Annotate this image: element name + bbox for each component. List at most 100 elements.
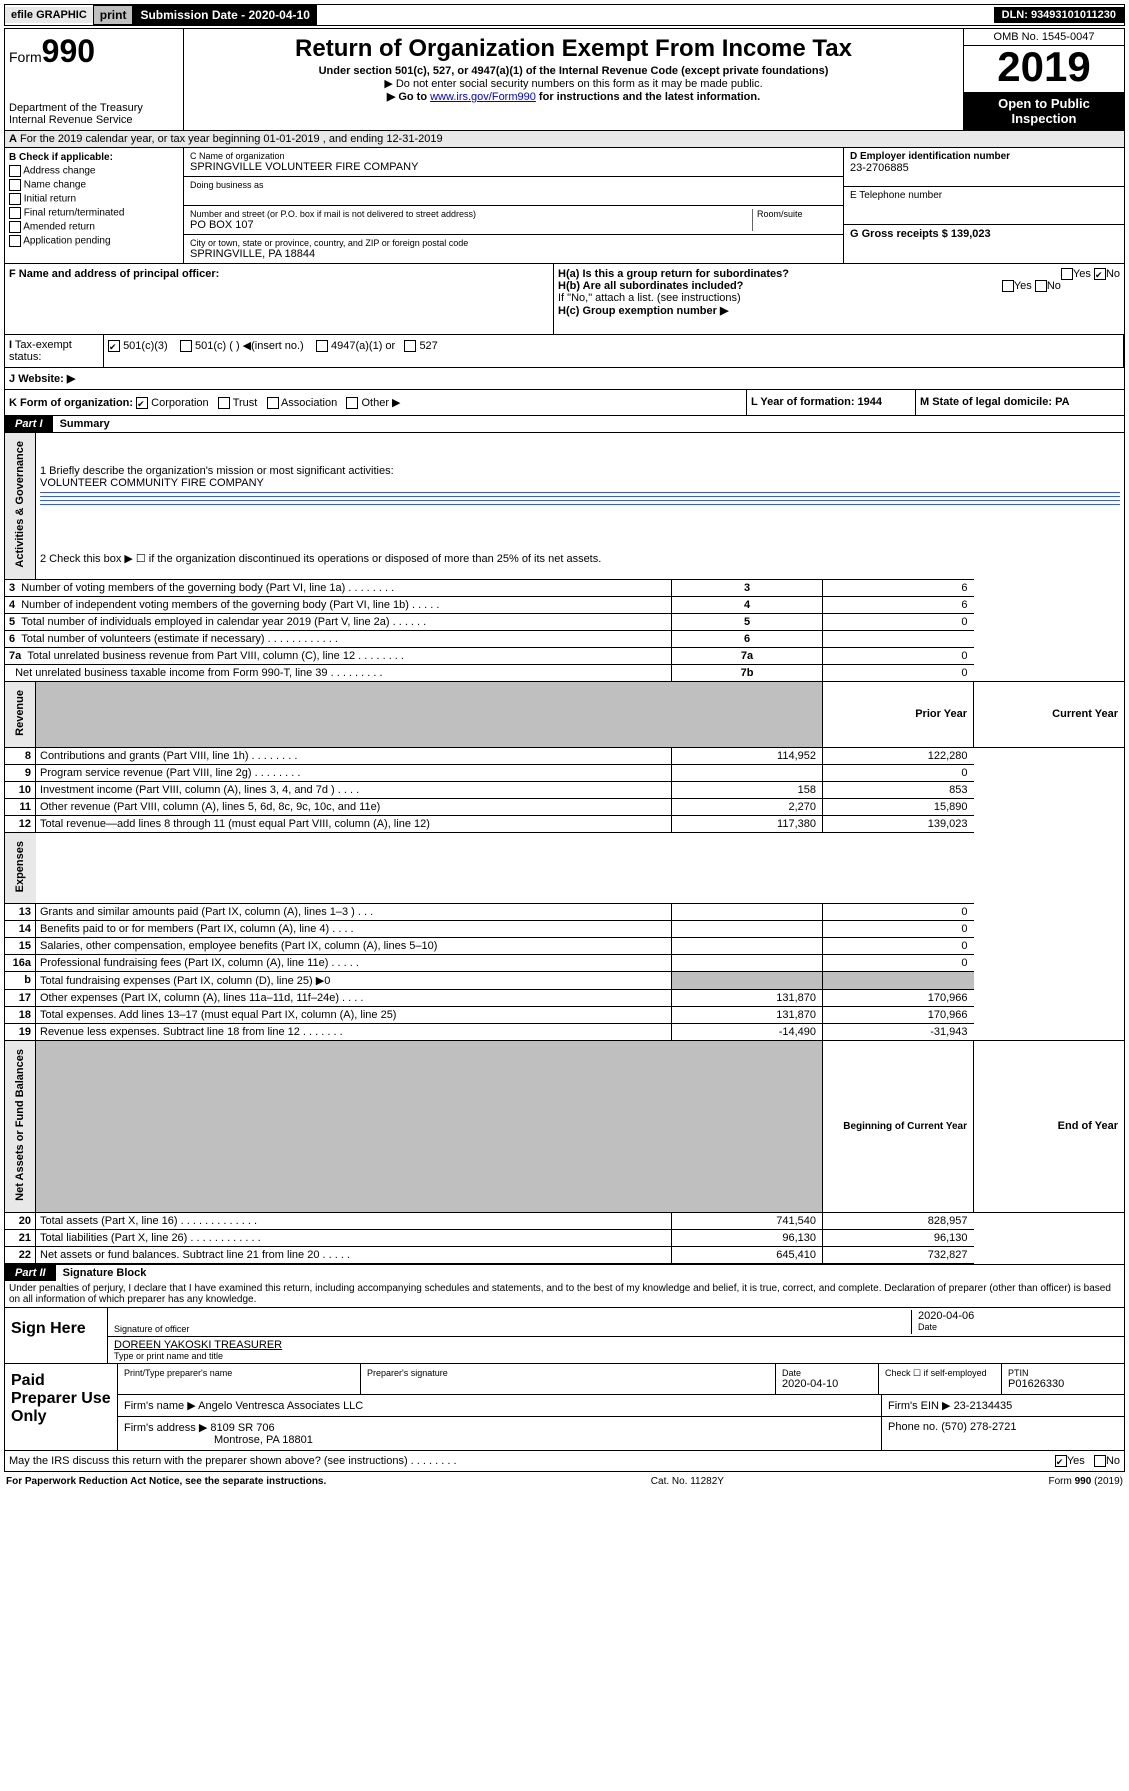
page-footer: For Paperwork Reduction Act Notice, see … <box>4 1472 1125 1491</box>
summary-table: Activities & Governance 1 Briefly descri… <box>5 432 1124 1264</box>
checkbox-application-pending[interactable]: Application pending <box>9 235 179 247</box>
pp-date: 2020-04-10 <box>782 1378 872 1390</box>
officer-name-label: Type or print name and title <box>114 1351 1118 1361</box>
part-1: Part I Summary Activities & Governance 1… <box>4 416 1125 1265</box>
h-c: H(c) Group exemption number ▶ <box>558 304 1120 317</box>
row-15: 15 Salaries, other compensation, employe… <box>5 937 1124 954</box>
cat-no: Cat. No. 11282Y <box>651 1476 724 1487</box>
open-inspection: Open to Public Inspection <box>964 92 1124 130</box>
ptin-label: PTIN <box>1008 1368 1118 1378</box>
print-button[interactable]: print <box>93 5 134 25</box>
ein: 23-2706885 <box>850 162 1118 174</box>
row-4: 4 Number of independent voting members o… <box>5 596 1124 613</box>
row-12: 12 Total revenue—add lines 8 through 11 … <box>5 815 1124 832</box>
form-title: Return of Organization Exempt From Incom… <box>188 35 959 63</box>
h-b: H(b) Are all subordinates included? Yes … <box>558 280 1120 292</box>
firm-phone-label: Phone no. <box>888 1421 938 1433</box>
subtitle-3: ▶ Go to www.irs.gov/Form990 for instruct… <box>188 90 959 103</box>
part2-title: Signature Block <box>59 1265 151 1281</box>
sig-officer-label: Signature of officer <box>114 1324 911 1334</box>
firm-ein: 23-2134435 <box>954 1400 1013 1412</box>
part1-title: Summary <box>56 416 114 432</box>
firm-addr1: 8109 SR 706 <box>210 1422 274 1434</box>
entity-block: B Check if applicable: Address change Na… <box>4 148 1125 264</box>
form-number: Form990 <box>9 33 179 70</box>
firm-name-label: Firm's name ▶ <box>124 1400 196 1412</box>
city-state-zip: SPRINGVILLE, PA 18844 <box>190 248 837 260</box>
form990-link[interactable]: www.irs.gov/Form990 <box>430 91 536 103</box>
checkbox-amended-return[interactable]: Amended return <box>9 221 179 233</box>
firm-addr-label: Firm's address ▶ <box>124 1422 207 1434</box>
checkbox-name-change[interactable]: Name change <box>9 179 179 191</box>
dept-treasury: Department of the Treasury Internal Reve… <box>9 102 179 126</box>
pra-notice: For Paperwork Reduction Act Notice, see … <box>6 1476 326 1487</box>
box-b: B Check if applicable: Address change Na… <box>5 148 184 263</box>
part-2: Part II Signature Block Under penalties … <box>4 1265 1125 1308</box>
tax-year: 2019 <box>964 46 1124 92</box>
dln: DLN: 93493101011230 <box>994 7 1124 23</box>
row-14: 14 Benefits paid to or for members (Part… <box>5 920 1124 937</box>
box-c: C Name of organization SPRINGVILLE VOLUN… <box>184 148 843 263</box>
hdr-current: Current Year <box>1052 708 1118 720</box>
row-6: 6 Total number of volunteers (estimate i… <box>5 630 1124 647</box>
row-20: 20 Total assets (Part X, line 16) . . . … <box>5 1212 1124 1229</box>
submission-date: Submission Date - 2020-04-10 <box>133 5 316 25</box>
row-f-h: F Name and address of principal officer:… <box>4 264 1125 335</box>
street-address: PO BOX 107 <box>190 219 752 231</box>
city-label: City or town, state or province, country… <box>190 238 837 248</box>
row-b: b Total fundraising expenses (Part IX, c… <box>5 971 1124 989</box>
row-22: 22 Net assets or fund balances. Subtract… <box>5 1246 1124 1263</box>
box-de: D Employer identification number 23-2706… <box>843 148 1124 263</box>
row-5: 5 Total number of individuals employed i… <box>5 613 1124 630</box>
status-website: I Tax-exempt status: 501(c)(3) 501(c) ( … <box>4 335 1125 368</box>
phone-label: E Telephone number <box>850 190 1118 201</box>
firm-name: Angelo Ventresca Associates LLC <box>198 1400 363 1412</box>
h-b2: If "No," attach a list. (see instruction… <box>558 292 1120 304</box>
form-footer: Form 990 (2019) <box>1049 1476 1123 1487</box>
org-name: SPRINGVILLE VOLUNTEER FIRE COMPANY <box>190 161 837 173</box>
firm-addr2: Montrose, PA 18801 <box>124 1434 875 1446</box>
tax-period: A For the 2019 calendar year, or tax yea… <box>4 131 1125 148</box>
row-8: 8 Contributions and grants (Part VIII, l… <box>5 747 1124 764</box>
state-domicile: M State of legal domicile: PA <box>920 396 1070 408</box>
row-13: 13 Grants and similar amounts paid (Part… <box>5 903 1124 920</box>
pp-date-label: Date <box>782 1368 872 1378</box>
tab-net-assets: Net Assets or Fund Balances <box>14 1043 26 1207</box>
checkbox-initial-return[interactable]: Initial return <box>9 193 179 205</box>
gross-receipts: G Gross receipts $ 139,023 <box>850 228 991 240</box>
form-header: Form990 Department of the Treasury Inter… <box>4 28 1125 131</box>
k-row: K Form of organization: Corporation Trus… <box>4 390 1125 416</box>
row-17: 17 Other expenses (Part IX, column (A), … <box>5 989 1124 1006</box>
perjury-declaration: Under penalties of perjury, I declare th… <box>5 1281 1124 1307</box>
row-3: 3 Number of voting members of the govern… <box>5 579 1124 596</box>
topbar: efile GRAPHIC print Submission Date - 20… <box>4 4 1125 26</box>
row-18: 18 Total expenses. Add lines 13–17 (must… <box>5 1006 1124 1023</box>
sign-here: Sign Here <box>5 1308 108 1363</box>
h-a: H(a) Is this a group return for subordin… <box>558 268 1120 280</box>
addr-label: Number and street (or P.O. box if mail i… <box>190 209 752 219</box>
checkbox-final-return-terminated[interactable]: Final return/terminated <box>9 207 179 219</box>
hdr-beginning: Beginning of Current Year <box>843 1121 967 1132</box>
tab-expenses: Expenses <box>14 835 26 898</box>
signature-block: Sign Here Signature of officer 2020-04-0… <box>4 1308 1125 1364</box>
line-2: 2 Check this box ▶ ☐ if the organization… <box>36 539 1125 579</box>
row-9: 9 Program service revenue (Part VIII, li… <box>5 764 1124 781</box>
tab-governance: Activities & Governance <box>14 435 26 574</box>
sig-date: 2020-04-06 <box>918 1310 1118 1322</box>
preparer-name-label: Print/Type preparer's name <box>118 1364 361 1394</box>
self-employed: Check ☐ if self-employed <box>879 1364 1002 1394</box>
dba-label: Doing business as <box>190 180 837 190</box>
part1-header: Part I <box>5 416 53 432</box>
sig-date-label: Date <box>918 1322 1118 1332</box>
preparer-sig-label: Preparer's signature <box>361 1364 776 1394</box>
row-7b: Net unrelated business taxable income fr… <box>5 664 1124 681</box>
row-7a: 7a Total unrelated business revenue from… <box>5 647 1124 664</box>
row-16a: 16a Professional fundraising fees (Part … <box>5 954 1124 971</box>
checkbox-address-change[interactable]: Address change <box>9 165 179 177</box>
row-11: 11 Other revenue (Part VIII, column (A),… <box>5 798 1124 815</box>
hdr-end: End of Year <box>1058 1120 1118 1132</box>
discuss-row: May the IRS discuss this return with the… <box>4 1451 1125 1472</box>
year-formation: L Year of formation: 1944 <box>751 396 882 408</box>
efile-label: efile GRAPHIC <box>5 7 93 23</box>
firm-phone: (570) 278-2721 <box>941 1421 1016 1433</box>
